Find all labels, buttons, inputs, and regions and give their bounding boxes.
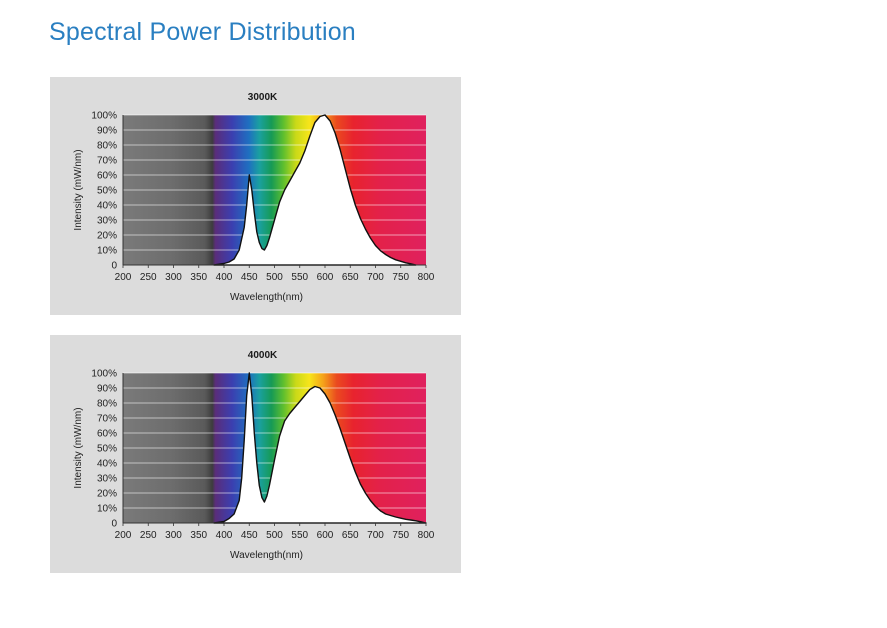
y-tick-label: 30%	[97, 216, 117, 227]
y-tick-label: 50%	[97, 186, 117, 197]
x-tick-label: 750	[392, 530, 409, 541]
x-tick-label: 250	[140, 272, 157, 283]
spd-curve	[213, 114, 417, 266]
y-tick-label: 10%	[97, 246, 117, 257]
y-tick-label: 90%	[97, 384, 117, 395]
y-tick-label: 70%	[97, 414, 117, 425]
x-tick-label: 500	[266, 272, 283, 283]
y-tick-label: 80%	[97, 141, 117, 152]
y-tick-label: 60%	[97, 429, 117, 440]
y-axis-label: Intensity (mW/nm)	[73, 407, 84, 488]
y-tick-label: 40%	[97, 459, 117, 470]
chart-title: 3000K	[248, 92, 278, 103]
chart-panel-3000k: 0 10% 20% 30% 40% 50% 60% 70% 80% 90% 100% 200 250 30…	[50, 77, 461, 315]
x-tick-label: 200	[115, 272, 132, 283]
y-tick-label: 70%	[97, 156, 117, 167]
x-tick-label: 800	[418, 272, 435, 283]
y-tick-label: 80%	[97, 399, 117, 410]
y-tick-label: 10%	[97, 504, 117, 515]
y-tick-label: 50%	[97, 444, 117, 455]
spd-chart-3000k: 0 10% 20% 30% 40% 50% 60% 70% 80% 90% 100% 200 250 30…	[73, 92, 435, 303]
y-tick-label: 20%	[97, 489, 117, 500]
x-tick-label: 600	[317, 272, 334, 283]
x-tick-label: 450	[241, 530, 258, 541]
chart-title: 4000K	[248, 350, 278, 361]
y-axis-label: Intensity (mW/nm)	[73, 149, 84, 230]
x-tick-label: 350	[190, 272, 207, 283]
x-tick-label: 400	[216, 272, 233, 283]
spd-chart-4000k: 0 10% 20% 30% 40% 50% 60% 70% 80% 90% 100% 200 250 30…	[73, 350, 435, 561]
x-tick-label: 800	[418, 530, 435, 541]
y-tick-label: 100%	[91, 111, 117, 122]
x-tick-label: 750	[392, 272, 409, 283]
x-tick-label: 200	[115, 530, 132, 541]
page-title: Spectral Power Distribution	[49, 18, 356, 46]
x-tick-label: 400	[216, 530, 233, 541]
y-tick-label: 0	[111, 519, 117, 530]
x-axis-label: Wavelength(nm)	[230, 550, 303, 561]
x-tick-label: 650	[342, 272, 359, 283]
x-tick-label: 700	[367, 272, 384, 283]
x-tick-label: 300	[165, 530, 182, 541]
x-tick-label: 550	[291, 272, 308, 283]
y-tick-label: 30%	[97, 474, 117, 485]
y-tick-label: 40%	[97, 201, 117, 212]
y-tick-label: 60%	[97, 171, 117, 182]
x-tick-label: 300	[165, 272, 182, 283]
x-tick-label: 600	[317, 530, 334, 541]
x-tick-label: 450	[241, 272, 258, 283]
x-tick-label: 700	[367, 530, 384, 541]
y-tick-label: 0	[111, 261, 117, 272]
x-tick-label: 500	[266, 530, 283, 541]
y-tick-label: 20%	[97, 231, 117, 242]
y-tick-label: 100%	[91, 369, 117, 380]
x-tick-label: 350	[190, 530, 207, 541]
spd-curve	[213, 372, 427, 524]
y-tick-label: 90%	[97, 126, 117, 137]
x-tick-label: 650	[342, 530, 359, 541]
x-axis-label: Wavelength(nm)	[230, 292, 303, 303]
x-tick-label: 250	[140, 530, 157, 541]
chart-panel-4000k: 0 10% 20% 30% 40% 50% 60% 70% 80% 90% 100% 200 250 30…	[50, 335, 461, 573]
x-tick-label: 550	[291, 530, 308, 541]
